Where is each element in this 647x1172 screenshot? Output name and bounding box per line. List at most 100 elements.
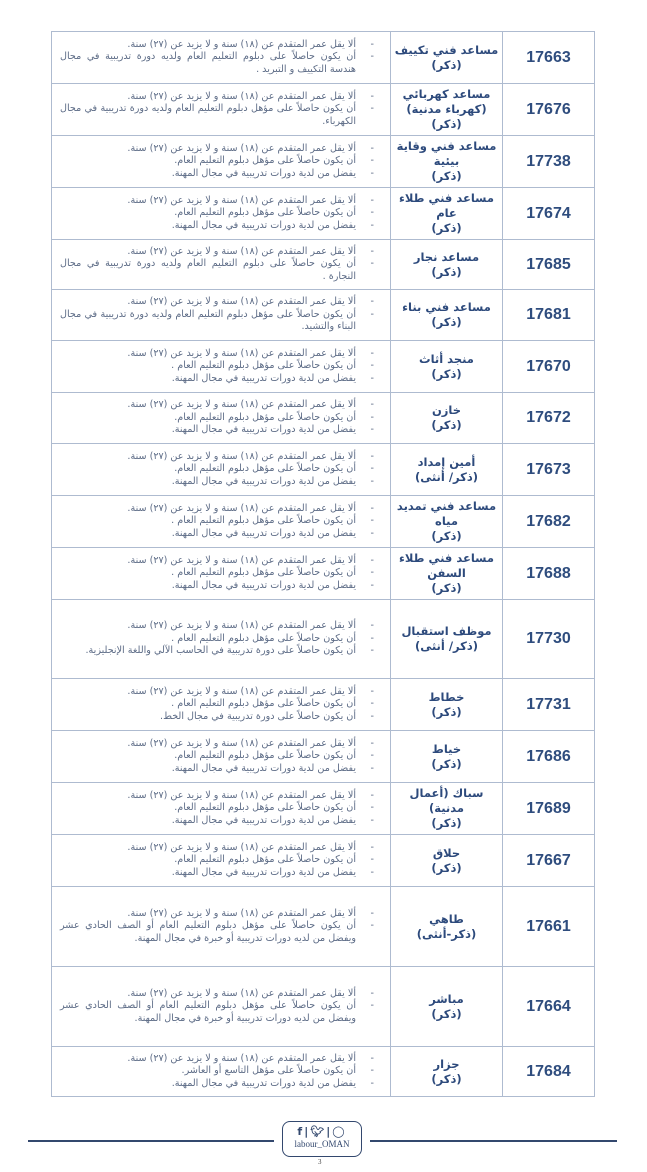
job-title-cell: منجد أثاث (ذكر) [390, 340, 503, 393]
requirements-list: ألا يقل عمر المتقدم عن (١٨) سنة و لا يزي… [52, 91, 390, 129]
job-gender: (ذكر) [431, 529, 462, 543]
requirement-item: ألا يقل عمر المتقدم عن (١٨) سنة و لا يزي… [60, 620, 374, 633]
requirement-item: يفضل من لدية دورات تدريبية في مجال المهن… [60, 476, 374, 489]
job-code: 17663 [502, 31, 595, 84]
job-title-cell: موظف استقبال (ذكر/ أنثى) [390, 599, 503, 679]
job-row: ألا يقل عمر المتقدم عن (١٨) سنة و لا يزي… [51, 135, 595, 188]
job-row: ألا يقل عمر المتقدم عن (١٨) سنة و لا يزي… [51, 599, 595, 679]
requirement-item: ألا يقل عمر المتقدم عن (١٨) سنة و لا يزي… [60, 195, 374, 208]
requirements-cell: ألا يقل عمر المتقدم عن (١٨) سنة و لا يزي… [51, 340, 391, 393]
job-code: 17674 [502, 187, 595, 240]
job-title: مساعد فني طلاء السفن [399, 551, 494, 580]
requirement-item: ألا يقل عمر المتقدم عن (١٨) سنة و لا يزي… [60, 296, 374, 309]
job-title: مساعد كهربائي (كهرباء مدنية) [402, 87, 491, 116]
job-title: مساعد فني طلاء عام [399, 191, 494, 220]
requirement-item: ألا يقل عمر المتقدم عن (١٨) سنة و لا يزي… [60, 555, 374, 568]
requirements-cell: ألا يقل عمر المتقدم عن (١٨) سنة و لا يزي… [51, 83, 391, 136]
requirements-list: ألا يقل عمر المتقدم عن (١٨) سنة و لا يزي… [52, 988, 390, 1026]
requirement-item: أن يكون حاصلاً على مؤهل التاسع أو العاشر… [60, 1065, 374, 1078]
job-gender: (ذكر) [431, 221, 462, 235]
job-code: 17684 [502, 1046, 595, 1097]
requirements-list: ألا يقل عمر المتقدم عن (١٨) سنة و لا يزي… [52, 908, 390, 946]
job-gender: (ذكر/ أنثى) [414, 639, 479, 653]
job-gender: (ذكر) [431, 366, 462, 381]
requirement-item: أن يكون حاصلاً على مؤهل دبلوم التعليم ال… [60, 698, 374, 711]
requirement-item: ألا يقل عمر المتقدم عن (١٨) سنة و لا يزي… [60, 348, 374, 361]
job-code: 17686 [502, 730, 595, 783]
requirements-cell: ألا يقل عمر المتقدم عن (١٨) سنة و لا يزي… [51, 392, 391, 444]
job-gender: (ذكر) [431, 264, 462, 279]
requirement-item: ألا يقل عمر المتقدم عن (١٨) سنة و لا يزي… [60, 842, 374, 855]
requirement-item: يفضل من لدية دورات تدريبية في مجال المهن… [60, 867, 374, 880]
requirement-item: أن يكون حاصلاً على مؤهل دبلوم التعليم ال… [60, 103, 374, 128]
requirements-cell: ألا يقل عمر المتقدم عن (١٨) سنة و لا يزي… [51, 187, 391, 240]
job-title-cell: مساعد فني بناء (ذكر) [390, 289, 503, 341]
job-gender: (ذكر) [431, 860, 462, 875]
page-number: 3 [318, 1158, 322, 1166]
twitter-icon[interactable]: 🐦︎ [310, 1125, 327, 1138]
requirements-cell: ألا يقل عمر المتقدم عن (١٨) سنة و لا يزي… [51, 31, 391, 84]
job-row: ألا يقل عمر المتقدم عن (١٨) سنة و لا يزي… [51, 886, 595, 967]
jobs-table: ألا يقل عمر المتقدم عن (١٨) سنة و لا يزي… [51, 31, 595, 1097]
requirements-cell: ألا يقل عمر المتقدم عن (١٨) سنة و لا يزي… [51, 834, 391, 887]
job-gender: (ذكر) [431, 57, 462, 72]
job-row: ألا يقل عمر المتقدم عن (١٨) سنة و لا يزي… [51, 834, 595, 887]
job-gender: (ذكر) [431, 117, 462, 131]
requirements-list: ألا يقل عمر المتقدم عن (١٨) سنة و لا يزي… [52, 143, 390, 181]
job-row: ألا يقل عمر المتقدم عن (١٨) سنة و لا يزي… [51, 239, 595, 290]
requirement-item: يفضل من لدية دورات تدريبية في مجال المهن… [60, 373, 374, 386]
requirements-cell: ألا يقل عمر المتقدم عن (١٨) سنة و لا يزي… [51, 135, 391, 188]
job-row: ألا يقل عمر المتقدم عن (١٨) سنة و لا يزي… [51, 289, 595, 341]
requirement-item: ألا يقل عمر المتقدم عن (١٨) سنة و لا يزي… [60, 790, 374, 803]
facebook-icon[interactable]: f [297, 1125, 305, 1138]
job-title-cell: خياط (ذكر) [390, 730, 503, 783]
job-code: 17673 [502, 443, 595, 496]
requirements-list: ألا يقل عمر المتقدم عن (١٨) سنة و لا يزي… [52, 195, 390, 233]
job-title-cell: مساعد كهربائي (كهرباء مدنية) (ذكر) [390, 83, 503, 136]
job-title-cell: مباشر (ذكر) [390, 966, 503, 1047]
job-row: ألا يقل عمر المتقدم عن (١٨) سنة و لا يزي… [51, 547, 595, 600]
job-code: 17670 [502, 340, 595, 393]
job-title-cell: سباك (أعمال مدنية) (ذكر) [390, 782, 503, 835]
job-title: خطاط [428, 689, 465, 704]
requirements-cell: ألا يقل عمر المتقدم عن (١٨) سنة و لا يزي… [51, 966, 391, 1047]
requirement-item: أن يكون حاصلاً على مؤهل دبلوم التعليم ال… [60, 750, 374, 763]
job-code: 17681 [502, 289, 595, 341]
requirement-item: ألا يقل عمر المتقدم عن (١٨) سنة و لا يزي… [60, 39, 374, 52]
job-title-cell: مساعد فني تمديد مياه (ذكر) [390, 495, 503, 548]
job-gender: (ذكر) [431, 756, 462, 771]
job-title: سباك (أعمال مدنية) [409, 786, 484, 815]
requirements-list: ألا يقل عمر المتقدم عن (١٨) سنة و لا يزي… [52, 620, 390, 658]
social-handle: labour_OMAN [294, 1139, 350, 1149]
requirements-cell: ألا يقل عمر المتقدم عن (١٨) سنة و لا يزي… [51, 1046, 391, 1097]
job-title: مساعد فني بناء [402, 300, 491, 314]
job-title-cell: مساعد فني تكييف (ذكر) [390, 31, 503, 84]
requirement-item: ألا يقل عمر المتقدم عن (١٨) سنة و لا يزي… [60, 451, 374, 464]
requirement-item: أن يكون حاصلاً على دبلوم التعليم العام و… [60, 51, 374, 76]
requirements-list: ألا يقل عمر المتقدم عن (١٨) سنة و لا يزي… [52, 738, 390, 776]
requirement-item: يفضل من لدية دورات تدريبية في مجال المهن… [60, 168, 374, 181]
job-code: 17676 [502, 83, 595, 136]
requirements-cell: ألا يقل عمر المتقدم عن (١٨) سنة و لا يزي… [51, 730, 391, 783]
requirement-item: يفضل من لدية دورات تدريبية في مجال المهن… [60, 424, 374, 437]
requirements-list: ألا يقل عمر المتقدم عن (١٨) سنة و لا يزي… [52, 296, 390, 334]
requirements-cell: ألا يقل عمر المتقدم عن (١٨) سنة و لا يزي… [51, 886, 391, 967]
instagram-icon[interactable]: ◯ [332, 1125, 347, 1138]
job-code: 17672 [502, 392, 595, 444]
requirements-list: ألا يقل عمر المتقدم عن (١٨) سنة و لا يزي… [52, 399, 390, 437]
job-code: 17730 [502, 599, 595, 679]
job-title: جزار [433, 1056, 460, 1071]
requirement-item: أن يكون حاصلاً على مؤهل دبلوم التعليم ال… [60, 360, 374, 373]
requirement-item: أن يكون حاصلاً على مؤهل دبلوم التعليم ال… [60, 412, 374, 425]
requirement-item: يفضل من لدية دورات تدريبية في مجال المهن… [60, 763, 374, 776]
job-title: منجد أثاث [419, 351, 474, 366]
requirements-cell: ألا يقل عمر المتقدم عن (١٨) سنة و لا يزي… [51, 782, 391, 835]
requirements-cell: ألا يقل عمر المتقدم عن (١٨) سنة و لا يزي… [51, 443, 391, 496]
requirements-list: ألا يقل عمر المتقدم عن (١٨) سنة و لا يزي… [52, 451, 390, 489]
job-title: مساعد نجار [413, 249, 480, 264]
requirements-cell: ألا يقل عمر المتقدم عن (١٨) سنة و لا يزي… [51, 547, 391, 600]
requirements-list: ألا يقل عمر المتقدم عن (١٨) سنة و لا يزي… [52, 555, 390, 593]
requirement-item: يفضل من لدية دورات تدريبية في مجال المهن… [60, 528, 374, 541]
requirement-item: ألا يقل عمر المتقدم عن (١٨) سنة و لا يزي… [60, 988, 374, 1001]
job-gender: (ذكر-أنثى) [416, 926, 477, 941]
